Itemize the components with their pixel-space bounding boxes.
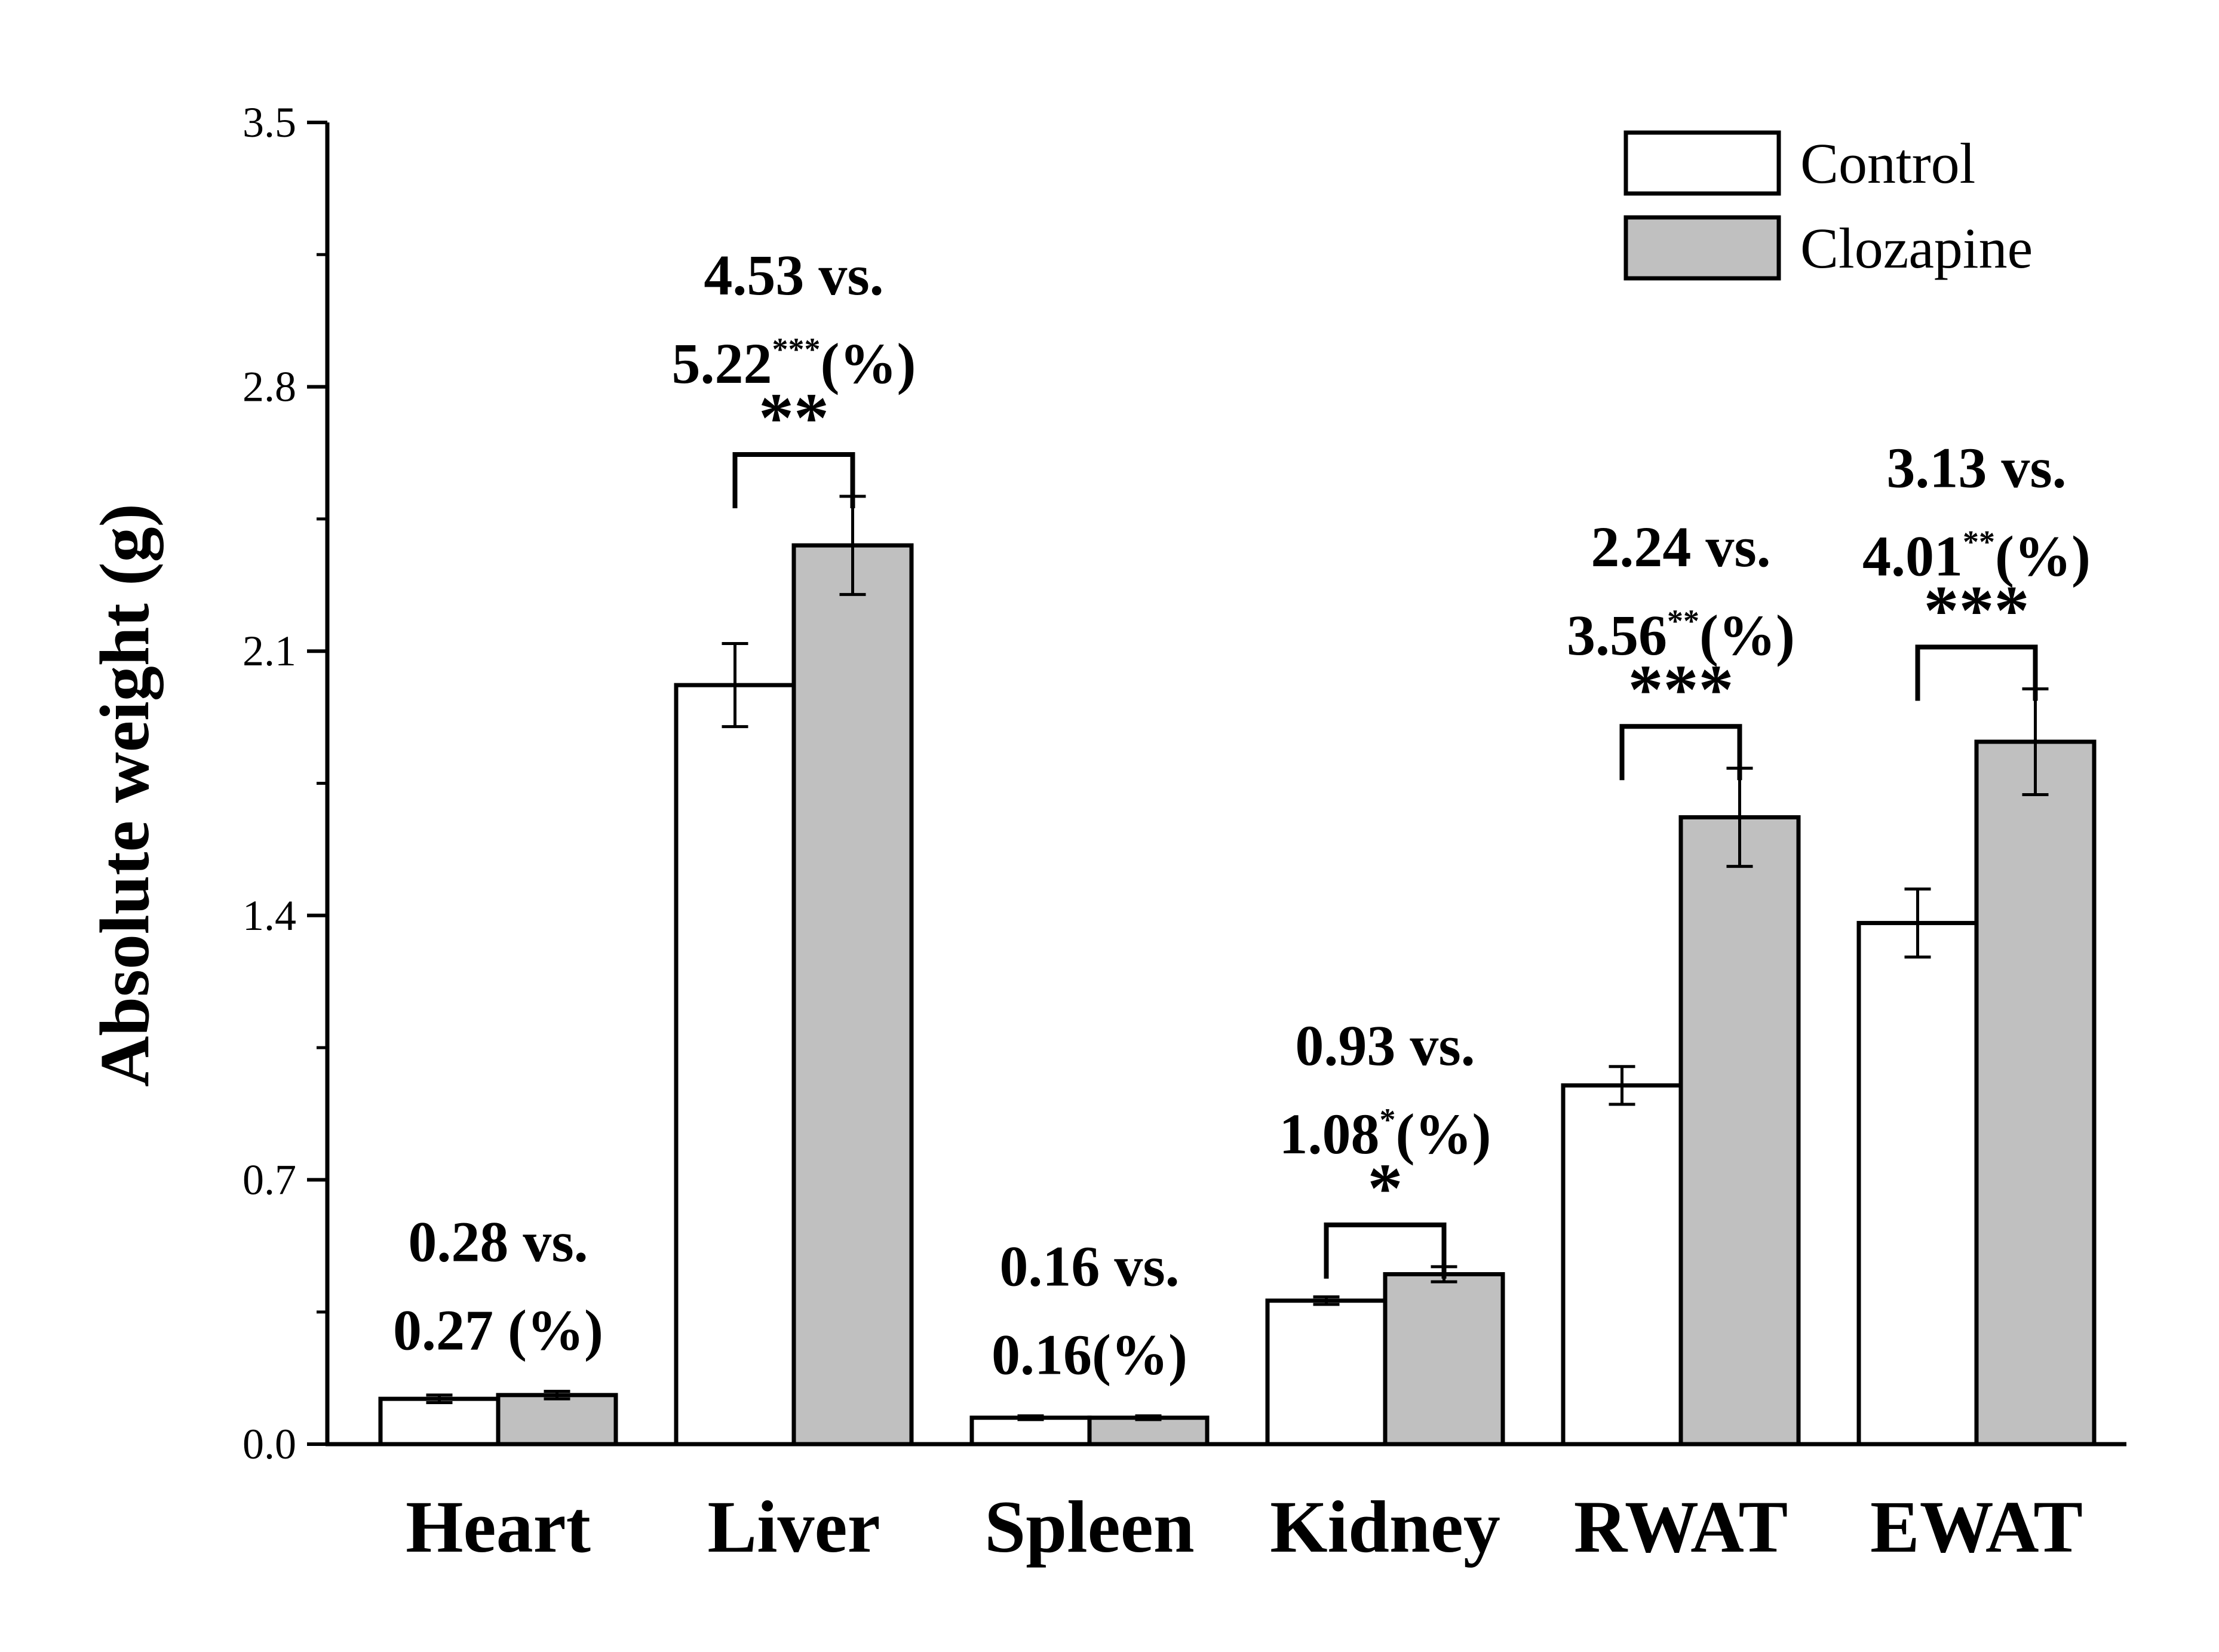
axes: 0.0 0.7 1.4 2.1 2.8 3.5 Absolute weight (g) Hea… bbox=[85, 99, 2126, 1568]
x-category-label-heart: Heart bbox=[406, 1486, 591, 1568]
annotation-superscript: ** bbox=[1963, 524, 1995, 560]
annotation-line2: 3.56**(%) bbox=[1567, 603, 1795, 667]
x-category-label-ewat: EWAT bbox=[1870, 1486, 2083, 1568]
annotation-value: 4.01 bbox=[1862, 524, 1963, 588]
annotation-line2: 1.08*(%) bbox=[1279, 1102, 1491, 1166]
annotations: 0.27 (%)0.28 vs.**5.22***(%)4.53 vs.0.16… bbox=[393, 243, 2091, 1387]
significance-stars: *** bbox=[1924, 571, 2030, 649]
y-tick-label: 3.5 bbox=[243, 99, 296, 146]
y-tick-label: 0.0 bbox=[243, 1420, 296, 1468]
significance-stars: ** bbox=[759, 379, 829, 457]
bar-control-spleen bbox=[969, 1415, 1092, 1447]
annotation-line2: 0.27 (%) bbox=[393, 1298, 603, 1362]
y-tick-label: 0.7 bbox=[243, 1156, 296, 1203]
significance-bracket bbox=[1915, 644, 2038, 701]
annotation-value: 0.27 (%) bbox=[393, 1298, 603, 1362]
annotation-line1: 4.53 vs. bbox=[704, 243, 883, 307]
annotation-percent: (%) bbox=[1699, 603, 1795, 667]
bar-clozapine-kidney bbox=[1383, 1272, 1505, 1447]
y-axis-label: Absolute weight (g) bbox=[85, 503, 164, 1087]
bar-control-rwat bbox=[1561, 1083, 1683, 1447]
bars bbox=[378, 495, 2097, 1447]
legend-swatch-control bbox=[1623, 130, 1781, 196]
bar-clozapine-ewat bbox=[1974, 739, 2097, 1447]
significance-bracket bbox=[1324, 1222, 1447, 1279]
annotation-line1: 2.24 vs. bbox=[1591, 515, 1770, 579]
annotation-superscript: * bbox=[1380, 1102, 1396, 1138]
bar-control-ewat bbox=[1856, 920, 1979, 1447]
y-tick-label: 1.4 bbox=[243, 892, 296, 939]
annotation-percent: (%) bbox=[1995, 524, 2091, 588]
annotation-line1: 0.28 vs. bbox=[408, 1209, 588, 1273]
x-category-label-liver: Liver bbox=[707, 1486, 880, 1568]
legend-label-control: Control bbox=[1800, 131, 1975, 195]
annotation-line1: 0.16 vs. bbox=[999, 1235, 1179, 1298]
bar-clozapine-liver bbox=[791, 543, 914, 1447]
bar-clozapine-spleen bbox=[1087, 1415, 1210, 1447]
annotation-line2: 0.16(%) bbox=[992, 1323, 1187, 1387]
x-category-label-rwat: RWAT bbox=[1574, 1486, 1788, 1568]
significance-stars: *** bbox=[1628, 650, 1734, 729]
significance-bracket bbox=[1619, 724, 1742, 781]
legend: Control Clozapine bbox=[1623, 130, 2033, 281]
annotation-value: 1.08 bbox=[1279, 1102, 1380, 1166]
annotation-line1: 3.13 vs. bbox=[1886, 435, 2066, 499]
annotation-line2: 5.22***(%) bbox=[672, 331, 916, 395]
bar-control-heart bbox=[378, 1396, 501, 1447]
legend-label-clozapine: Clozapine bbox=[1800, 216, 2033, 280]
y-tick-label: 2.1 bbox=[243, 627, 296, 675]
bar-clozapine-heart bbox=[496, 1393, 618, 1447]
significance-bracket bbox=[732, 452, 855, 508]
annotation-value: 0.16(%) bbox=[992, 1323, 1187, 1387]
y-tick-label: 2.8 bbox=[243, 363, 296, 411]
annotation-value: 3.56 bbox=[1567, 603, 1667, 667]
annotation-percent: (%) bbox=[1396, 1102, 1491, 1166]
x-category-label-kidney: Kidney bbox=[1270, 1486, 1500, 1568]
annotation-line2: 4.01**(%) bbox=[1862, 524, 2091, 588]
annotation-line1: 0.93 vs. bbox=[1295, 1014, 1475, 1077]
annotation-superscript: ** bbox=[1667, 603, 1699, 639]
significance-stars: * bbox=[1368, 1149, 1403, 1227]
x-category-label-spleen: Spleen bbox=[984, 1486, 1194, 1568]
annotation-percent: (%) bbox=[821, 331, 916, 395]
legend-swatch-clozapine bbox=[1623, 215, 1781, 281]
bar-clozapine-rwat bbox=[1678, 815, 1801, 1447]
annotation-value: 5.22 bbox=[672, 331, 772, 395]
bar-control-kidney bbox=[1265, 1298, 1388, 1447]
annotation-superscript: *** bbox=[772, 331, 821, 367]
bar-control-liver bbox=[674, 683, 796, 1447]
